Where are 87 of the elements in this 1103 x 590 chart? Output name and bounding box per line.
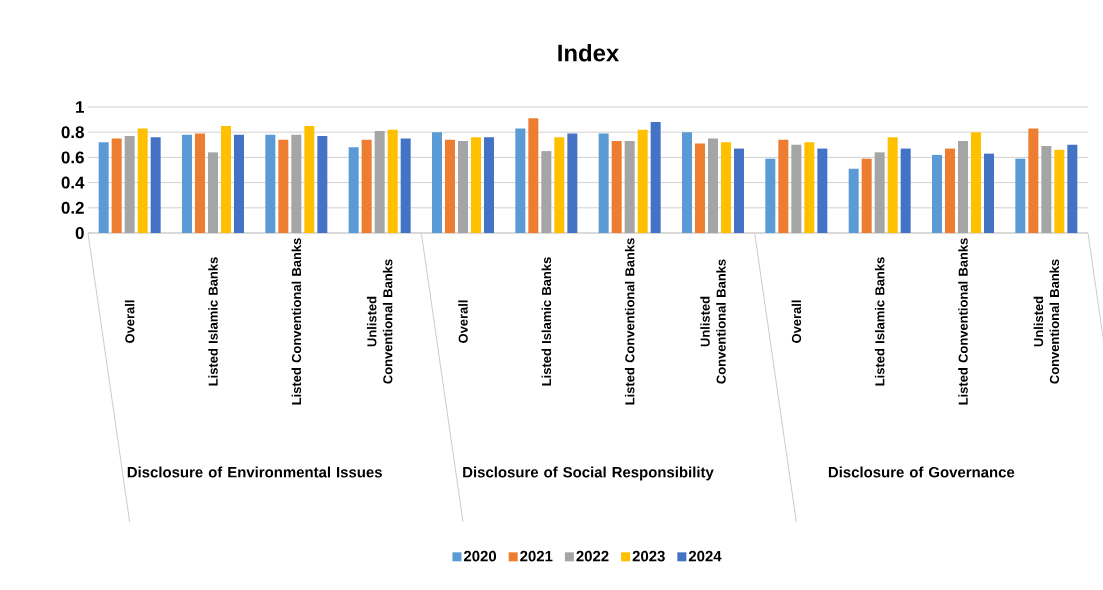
y-tick-label: 1 — [76, 101, 85, 113]
y-tick-label: 0.8 — [61, 126, 84, 139]
bar — [484, 137, 494, 233]
bar — [554, 137, 565, 233]
x-tick-label: Listed Islamic Banks — [208, 257, 218, 386]
x-tick-label: Listed Islamic Banks — [541, 257, 552, 386]
bar — [1054, 149, 1065, 233]
bar — [361, 139, 372, 233]
bar — [900, 148, 911, 233]
legend-label: 2021 — [520, 550, 553, 562]
bar — [791, 144, 802, 233]
legend-label: 2022 — [576, 550, 609, 562]
x-tick-label: Listed Islamic Banks — [874, 257, 885, 386]
bar — [1067, 144, 1078, 233]
bar — [221, 125, 231, 233]
bar — [682, 132, 693, 233]
text: Disclosure of Governance — [828, 466, 1015, 478]
bar — [848, 168, 859, 233]
x-tick-label: Listed Conventional Banks — [624, 238, 635, 405]
bar — [400, 138, 411, 233]
bar — [567, 133, 578, 233]
bar — [195, 133, 205, 233]
x-tick-label: Listed Conventional Banks — [291, 238, 302, 405]
bar — [1041, 146, 1052, 233]
bar — [984, 153, 995, 233]
bar — [137, 128, 148, 233]
bar — [778, 139, 789, 233]
bar — [387, 129, 398, 233]
bar — [708, 138, 719, 233]
bar — [804, 142, 815, 233]
text: Disclosure of Social Responsibility — [463, 466, 714, 481]
legend-label: 2023 — [632, 550, 665, 562]
bar — [932, 154, 943, 233]
bar — [541, 151, 552, 233]
bar — [182, 134, 192, 233]
bar — [971, 132, 982, 233]
bar — [887, 137, 898, 233]
bar — [515, 128, 526, 233]
bar — [611, 141, 622, 233]
x-tick-label: Unlisted Conventional Banks — [700, 259, 726, 384]
bar — [208, 152, 218, 233]
bar — [234, 134, 244, 233]
bar — [650, 122, 661, 233]
chart-title: Index — [558, 43, 620, 62]
y-tick-label: 0.4 — [61, 176, 85, 189]
bar — [817, 148, 828, 233]
x-tick-label: Overall — [458, 300, 468, 343]
bar — [1028, 128, 1039, 233]
y-tick-label: 0.2 — [61, 201, 84, 214]
bar — [445, 139, 455, 233]
x-tick-label: Overall — [791, 300, 802, 343]
bar — [624, 141, 635, 233]
bar — [317, 135, 328, 233]
legend-label: 2020 — [463, 550, 497, 562]
bar — [458, 141, 468, 233]
bar — [721, 142, 732, 233]
bar — [265, 134, 276, 233]
bar — [98, 142, 109, 233]
bar — [374, 130, 385, 233]
bar — [471, 137, 481, 233]
bar — [348, 147, 359, 233]
bar — [1015, 158, 1026, 233]
bar — [598, 133, 609, 233]
bar — [945, 148, 956, 233]
x-tick-label: Unlisted Conventional Banks — [366, 259, 393, 384]
bar — [528, 118, 539, 233]
x-tick-label: Overall — [124, 300, 135, 343]
bar — [861, 158, 872, 233]
bar — [304, 125, 315, 233]
bar — [150, 137, 161, 233]
bar — [291, 134, 302, 233]
bar — [111, 138, 122, 233]
bar — [637, 129, 648, 233]
bar — [765, 158, 776, 233]
bar — [432, 132, 442, 233]
bar — [124, 135, 135, 233]
text: Disclosure of Environmental Issues — [127, 466, 382, 478]
x-tick-label: Listed Conventional Banks — [958, 238, 968, 405]
y-tick-label: 0.6 — [61, 151, 84, 164]
legend-label: 2024 — [688, 550, 722, 562]
y-tick-label: 0 — [75, 227, 84, 239]
bar — [695, 143, 706, 233]
bar — [874, 152, 885, 233]
x-tick-label: Unlisted Conventional Banks — [1033, 259, 1060, 384]
bar — [958, 141, 969, 233]
bar — [734, 148, 745, 233]
bar — [278, 139, 289, 233]
